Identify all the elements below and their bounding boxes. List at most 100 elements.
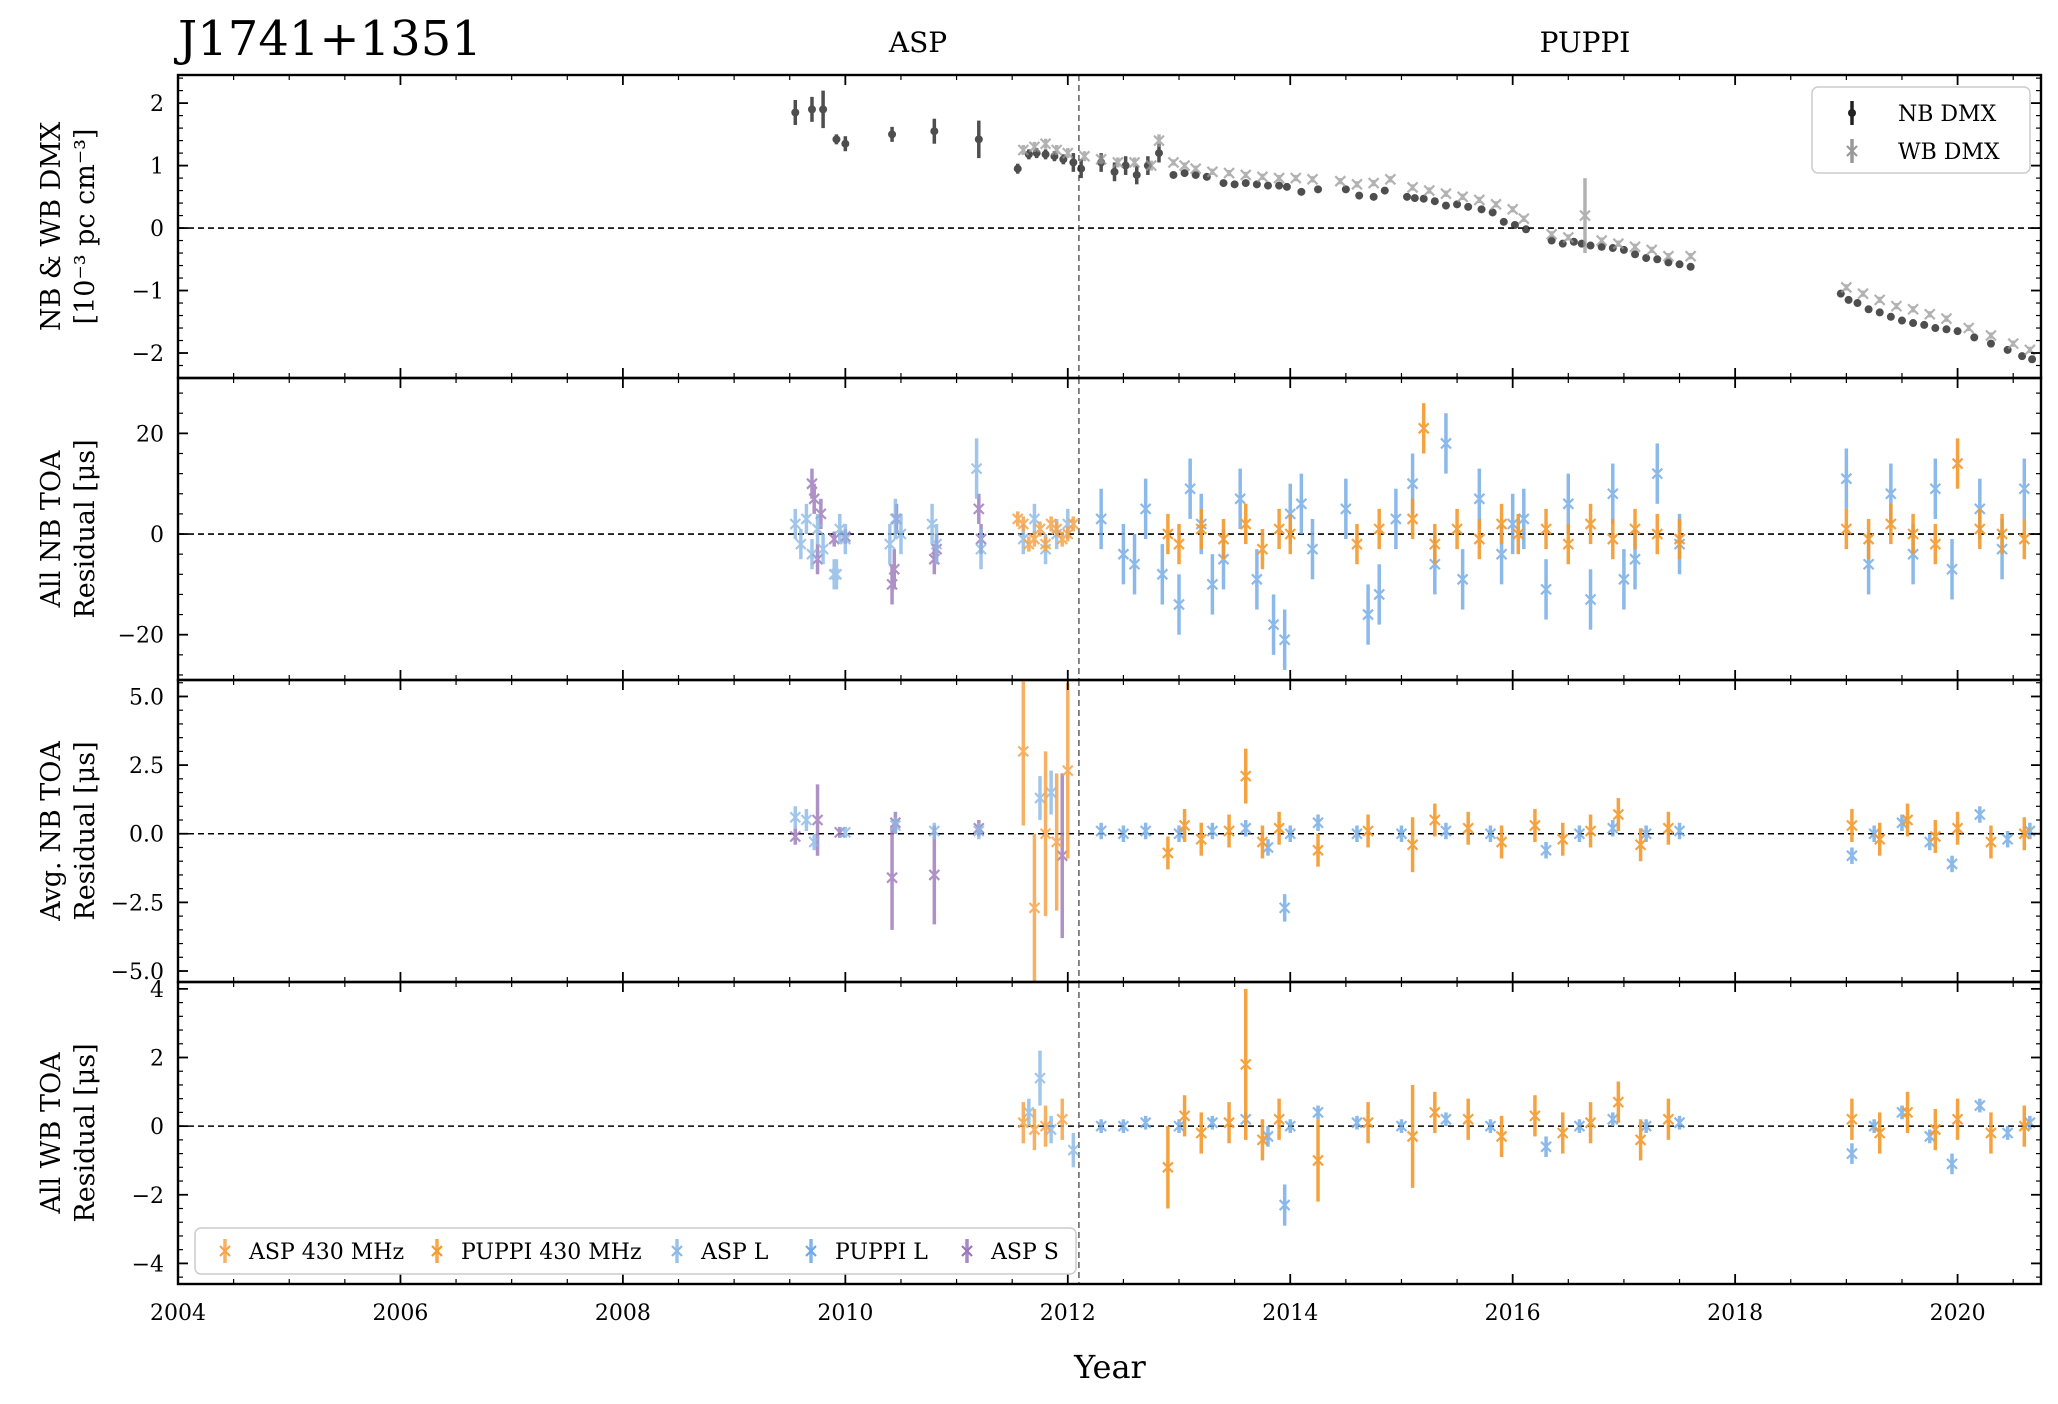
data-point bbox=[1974, 806, 1986, 823]
data-point bbox=[1901, 1091, 1914, 1133]
data-point bbox=[1673, 1115, 1686, 1130]
data-point bbox=[1406, 181, 1419, 194]
series-puppi-430-mhz bbox=[1162, 748, 2031, 873]
data-point bbox=[1011, 511, 1024, 527]
data-point bbox=[1180, 169, 1189, 178]
data-point bbox=[1584, 1102, 1597, 1144]
data-point bbox=[1675, 260, 1684, 269]
legend-label: ASP L bbox=[700, 1240, 769, 1265]
panel-frame bbox=[176, 376, 2043, 682]
data-point bbox=[1145, 159, 1157, 172]
data-point bbox=[1273, 508, 1285, 550]
data-point bbox=[1017, 516, 1030, 532]
data-point bbox=[1495, 825, 1508, 859]
data-point bbox=[1217, 518, 1230, 560]
y-tick-label: 1 bbox=[150, 155, 164, 180]
data-point bbox=[1875, 308, 1884, 317]
data-point bbox=[1951, 811, 1964, 845]
data-point bbox=[1896, 814, 1908, 831]
data-point bbox=[1653, 255, 1662, 264]
data-point bbox=[1584, 569, 1597, 630]
data-point bbox=[1351, 523, 1363, 565]
data-point bbox=[1642, 254, 1651, 263]
data-point bbox=[1351, 178, 1363, 191]
panel-frame bbox=[176, 73, 2043, 380]
data-point bbox=[888, 126, 897, 142]
data-point bbox=[1946, 539, 1958, 600]
data-point bbox=[1429, 1091, 1441, 1133]
data-point bbox=[1584, 503, 1597, 545]
data-point bbox=[1077, 159, 1086, 179]
series-wb-dmx bbox=[1017, 134, 2036, 356]
data-point bbox=[817, 534, 829, 565]
data-point bbox=[1423, 184, 1436, 197]
data-point bbox=[1173, 574, 1185, 635]
legend-entry-nb-dmx: NB DMX bbox=[1848, 101, 1997, 127]
data-point bbox=[1340, 478, 1352, 540]
data-point bbox=[806, 539, 818, 570]
x-tick-label: 2008 bbox=[595, 1301, 651, 1326]
y-tick-label: 2.5 bbox=[129, 754, 164, 779]
y-tick-label: 2 bbox=[150, 1047, 164, 1072]
data-point bbox=[1440, 187, 1452, 200]
legend-entry-asp-l: ASP L bbox=[671, 1239, 769, 1265]
data-point bbox=[1095, 153, 1107, 166]
data-point bbox=[1406, 1084, 1419, 1188]
data-point bbox=[2018, 352, 2027, 361]
y-tick-label: 4 bbox=[150, 978, 164, 1003]
data-point bbox=[800, 809, 813, 831]
data-point bbox=[1946, 1153, 1958, 1175]
data-point bbox=[1573, 825, 1586, 842]
legend-entry-asp-s: ASP S bbox=[961, 1239, 1059, 1265]
data-point bbox=[1239, 988, 1252, 1140]
data-point bbox=[1931, 324, 1940, 333]
data-point bbox=[2001, 1126, 2014, 1140]
data-point bbox=[1028, 1108, 1041, 1151]
y-axis-label-line1: All NB TOA bbox=[36, 450, 67, 609]
data-point bbox=[1430, 197, 1439, 206]
data-point bbox=[1256, 529, 1269, 570]
data-point bbox=[1953, 327, 1962, 336]
data-point bbox=[1597, 242, 1606, 251]
legend-label: PUPPI L bbox=[835, 1240, 928, 1265]
data-point bbox=[1488, 208, 1497, 217]
panels: 2 1 0 −1 −2 NB & WB DMX [10⁻³ pc cm⁻³] NB DMX WB… bbox=[36, 73, 2043, 1326]
x-tick-label: 2016 bbox=[1485, 1301, 1541, 1326]
data-point bbox=[1023, 536, 1035, 552]
data-point bbox=[1039, 536, 1052, 552]
data-point bbox=[1607, 820, 1619, 837]
data-point bbox=[819, 90, 828, 129]
legend-entry-puppi-l: PUPPI L bbox=[805, 1239, 928, 1265]
data-point bbox=[1440, 1112, 1452, 1127]
series-asp-430-mhz bbox=[1017, 1098, 1069, 1151]
data-point bbox=[832, 134, 841, 145]
legend-label: WB DMX bbox=[1898, 140, 2000, 165]
data-point bbox=[1069, 153, 1078, 172]
data-point bbox=[1390, 488, 1402, 550]
x-tick-label: 2020 bbox=[1930, 1301, 1986, 1326]
data-point bbox=[1840, 448, 1853, 509]
data-point bbox=[1284, 1119, 1297, 1133]
panel-3: 5.0 2.5 0.0 −2.5 −5.0 Avg. NB TOA Residual [μs… bbox=[36, 678, 2043, 985]
data-point bbox=[1230, 180, 1239, 189]
data-point bbox=[973, 493, 985, 524]
data-point bbox=[1273, 172, 1285, 184]
data-point bbox=[1039, 137, 1052, 150]
data-point bbox=[1986, 339, 1995, 348]
data-point bbox=[1056, 1098, 1069, 1140]
data-point bbox=[1441, 201, 1450, 210]
data-point bbox=[1462, 1098, 1474, 1140]
data-point bbox=[1139, 1115, 1152, 1130]
series-asp-l bbox=[789, 770, 1057, 851]
data-point bbox=[1306, 173, 1319, 186]
data-point bbox=[1252, 180, 1261, 189]
data-point bbox=[1178, 1095, 1191, 1137]
data-point bbox=[1929, 458, 1942, 519]
data-point bbox=[1173, 825, 1185, 842]
data-point bbox=[1607, 1112, 1619, 1127]
data-point bbox=[1251, 549, 1263, 610]
data-point bbox=[2018, 458, 2031, 519]
x-tick-label: 2014 bbox=[1262, 1301, 1318, 1326]
data-point bbox=[884, 523, 896, 565]
data-point bbox=[928, 822, 941, 840]
